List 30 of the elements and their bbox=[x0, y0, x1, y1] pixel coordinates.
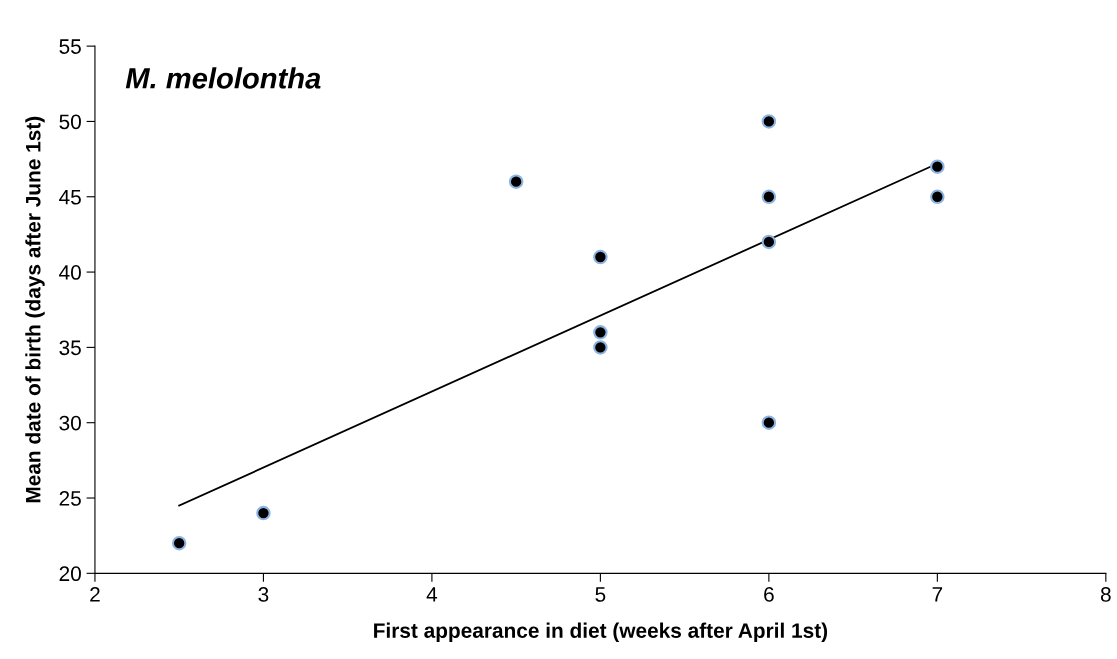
point bbox=[930, 159, 945, 174]
point bbox=[256, 505, 271, 521]
point bbox=[761, 114, 777, 129]
point bbox=[593, 325, 608, 340]
y-tick-label: 45 bbox=[59, 189, 81, 205]
x-tick-label: 5 bbox=[595, 587, 606, 602]
y-tick-label: 55 bbox=[59, 39, 81, 54]
y-tick-label: 40 bbox=[59, 265, 81, 280]
y-tick-label: 35 bbox=[59, 340, 81, 356]
point bbox=[761, 415, 777, 430]
x-axis-title: First appearance in diet (weeks after April 1st) bbox=[374, 622, 828, 643]
y-tick-label: 30 bbox=[59, 415, 81, 431]
point bbox=[593, 340, 608, 355]
x-tick-label: 8 bbox=[1100, 587, 1111, 602]
text: M. melolontha bbox=[125, 67, 321, 89]
y-tick-label: 20 bbox=[59, 566, 81, 582]
point bbox=[761, 189, 777, 205]
y-tick-label: 50 bbox=[59, 114, 81, 130]
y-axis-title: Mean date of birth (days after June 1st) bbox=[25, 116, 45, 503]
point bbox=[930, 189, 945, 205]
x-tick-label: 6 bbox=[764, 587, 774, 602]
x-tick-label: 7 bbox=[932, 587, 943, 602]
x-tick-label: 4 bbox=[426, 587, 438, 602]
x-tick-label: 2 bbox=[90, 587, 100, 602]
point bbox=[508, 174, 524, 189]
point bbox=[761, 234, 777, 250]
x-tick-label: 3 bbox=[258, 587, 269, 602]
y-tick-label: 25 bbox=[59, 491, 81, 506]
point bbox=[593, 249, 608, 265]
point bbox=[171, 535, 187, 551]
